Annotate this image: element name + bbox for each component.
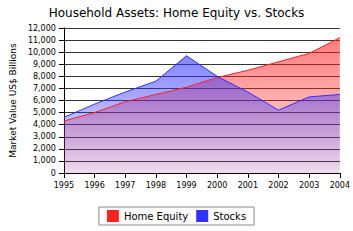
svg-text:3,000: 3,000 [33, 132, 56, 141]
svg-text:1995: 1995 [54, 181, 74, 190]
svg-text:Household Assets: Home Equity: Household Assets: Home Equity vs. Stocks [49, 6, 305, 20]
svg-text:8,000: 8,000 [33, 72, 56, 81]
svg-text:1996: 1996 [84, 181, 104, 190]
svg-text:1998: 1998 [146, 181, 166, 190]
svg-text:Home Equity: Home Equity [124, 211, 188, 222]
svg-text:0: 0 [51, 169, 56, 178]
svg-text:7,000: 7,000 [33, 84, 56, 93]
svg-text:1997: 1997 [115, 181, 135, 190]
svg-text:1,000: 1,000 [33, 156, 56, 165]
svg-text:2002: 2002 [268, 181, 288, 190]
svg-text:10,000: 10,000 [28, 48, 56, 57]
svg-text:2,000: 2,000 [33, 144, 56, 153]
svg-text:2001: 2001 [238, 181, 258, 190]
svg-text:5,000: 5,000 [33, 108, 56, 117]
svg-text:Stocks: Stocks [213, 211, 246, 222]
svg-text:4,000: 4,000 [33, 120, 56, 129]
svg-text:12,000: 12,000 [28, 24, 56, 33]
svg-text:1999: 1999 [176, 181, 196, 190]
svg-text:2000: 2000 [207, 181, 227, 190]
svg-text:6,000: 6,000 [33, 96, 56, 105]
svg-text:9,000: 9,000 [33, 60, 56, 69]
svg-text:2004: 2004 [330, 181, 350, 190]
svg-text:2003: 2003 [299, 181, 319, 190]
svg-text:11,000: 11,000 [28, 36, 56, 45]
svg-text:Market Value US$ Billions: Market Value US$ Billions [8, 43, 18, 158]
